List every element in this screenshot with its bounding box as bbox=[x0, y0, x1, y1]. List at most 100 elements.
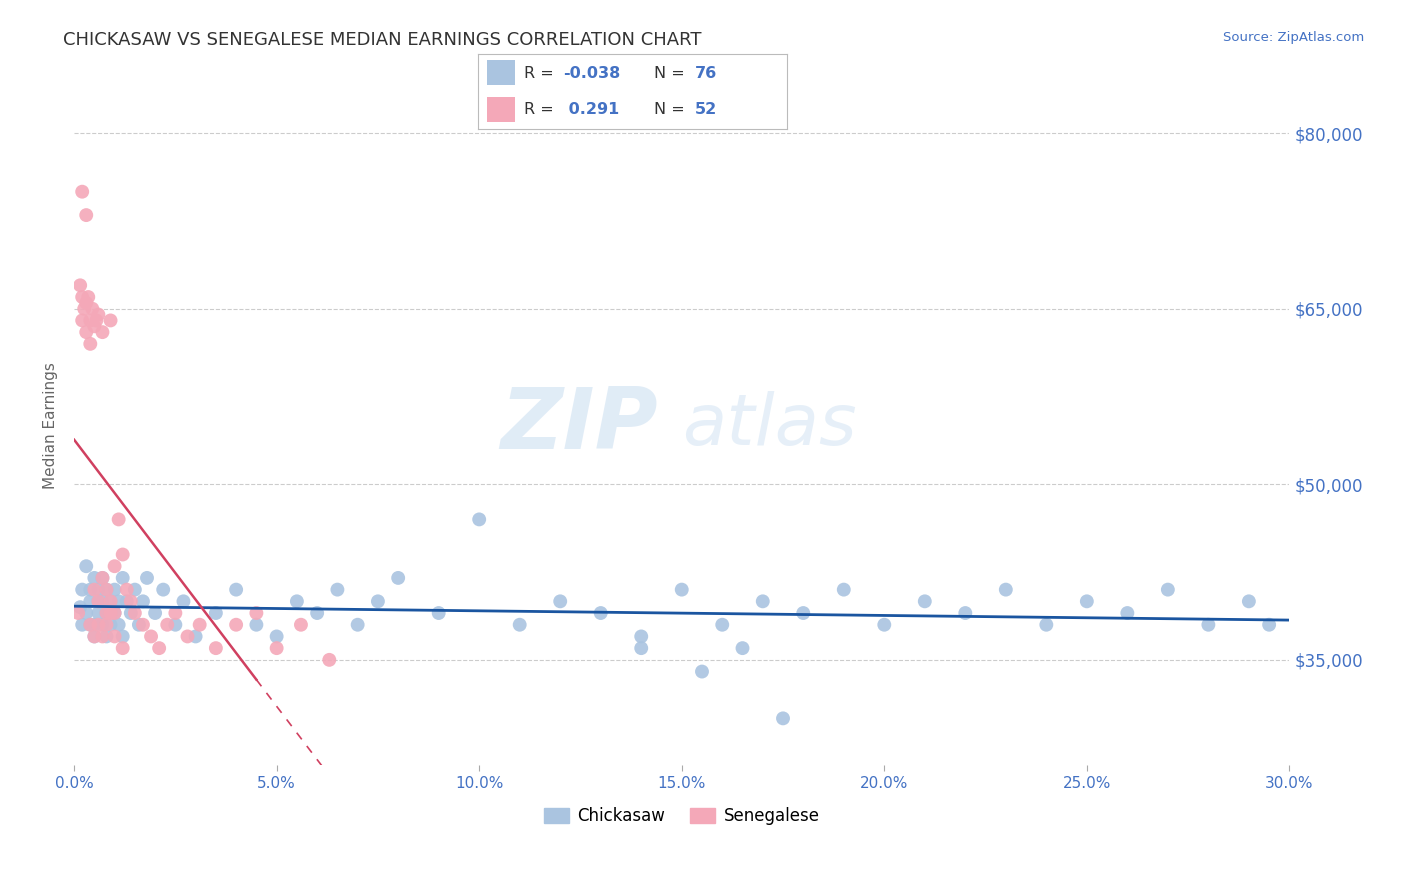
Point bbox=[630, 629, 652, 643]
Point bbox=[690, 665, 713, 679]
Text: -0.038: -0.038 bbox=[564, 66, 620, 81]
Point bbox=[172, 594, 194, 608]
Point bbox=[87, 582, 110, 597]
Point bbox=[83, 629, 105, 643]
Point bbox=[115, 582, 138, 597]
Point bbox=[87, 617, 110, 632]
Point bbox=[86, 313, 108, 327]
Text: R =: R = bbox=[524, 66, 560, 81]
Point bbox=[188, 617, 211, 632]
Point bbox=[75, 325, 97, 339]
Point bbox=[326, 582, 349, 597]
Point bbox=[132, 594, 155, 608]
Point bbox=[156, 617, 179, 632]
Point bbox=[245, 617, 267, 632]
Point bbox=[285, 594, 308, 608]
Point bbox=[427, 606, 450, 620]
Point bbox=[387, 571, 409, 585]
Point bbox=[205, 641, 228, 656]
Point bbox=[165, 617, 187, 632]
Point bbox=[225, 617, 247, 632]
Point bbox=[914, 594, 936, 608]
Point bbox=[152, 582, 174, 597]
Point bbox=[96, 606, 118, 620]
Point bbox=[468, 512, 491, 526]
Point bbox=[136, 571, 159, 585]
Point bbox=[75, 606, 97, 620]
Point bbox=[548, 594, 571, 608]
Text: N =: N = bbox=[654, 66, 690, 81]
Point bbox=[104, 606, 127, 620]
Point bbox=[79, 617, 101, 632]
Point bbox=[83, 319, 105, 334]
Point bbox=[79, 582, 101, 597]
Point bbox=[70, 617, 93, 632]
Point bbox=[82, 301, 104, 316]
Point bbox=[100, 594, 122, 608]
Text: CHICKASAW VS SENEGALESE MEDIAN EARNINGS CORRELATION CHART: CHICKASAW VS SENEGALESE MEDIAN EARNINGS … bbox=[63, 31, 702, 49]
Point bbox=[91, 571, 114, 585]
Point bbox=[111, 641, 134, 656]
Point bbox=[671, 582, 693, 597]
Point bbox=[104, 606, 127, 620]
Point bbox=[100, 313, 122, 327]
Point bbox=[266, 641, 288, 656]
Point bbox=[75, 559, 97, 574]
Text: Source: ZipAtlas.com: Source: ZipAtlas.com bbox=[1223, 31, 1364, 45]
Point bbox=[139, 629, 162, 643]
Point bbox=[70, 185, 93, 199]
Point bbox=[79, 313, 101, 327]
Point bbox=[87, 308, 110, 322]
Point bbox=[128, 617, 150, 632]
Point bbox=[83, 582, 105, 597]
Point bbox=[266, 629, 288, 643]
Point bbox=[792, 606, 814, 620]
Point bbox=[1076, 594, 1098, 608]
Bar bbox=[488, 61, 515, 86]
Bar bbox=[488, 96, 515, 122]
Point bbox=[70, 290, 93, 304]
Point bbox=[91, 325, 114, 339]
Point bbox=[104, 582, 127, 597]
Point bbox=[711, 617, 734, 632]
Point bbox=[75, 296, 97, 310]
Point bbox=[87, 594, 110, 608]
Point bbox=[630, 641, 652, 656]
Point bbox=[100, 617, 122, 632]
Point bbox=[752, 594, 775, 608]
Point bbox=[873, 617, 896, 632]
Point bbox=[79, 594, 101, 608]
Legend: Chickasaw, Senegalese: Chickasaw, Senegalese bbox=[537, 800, 827, 831]
Point bbox=[107, 512, 129, 526]
Point bbox=[69, 600, 91, 615]
Point bbox=[1157, 582, 1180, 597]
Point bbox=[83, 571, 105, 585]
Point bbox=[91, 594, 114, 608]
Point bbox=[1237, 594, 1260, 608]
Point bbox=[307, 606, 329, 620]
Point bbox=[367, 594, 389, 608]
Point bbox=[111, 629, 134, 643]
Point bbox=[225, 582, 247, 597]
Text: 0.291: 0.291 bbox=[564, 102, 620, 117]
Point bbox=[143, 606, 166, 620]
Point bbox=[96, 606, 118, 620]
Point bbox=[176, 629, 198, 643]
Point bbox=[107, 594, 129, 608]
Point bbox=[83, 617, 105, 632]
Point bbox=[955, 606, 977, 620]
Point bbox=[1197, 617, 1219, 632]
Point bbox=[1035, 617, 1057, 632]
Point bbox=[589, 606, 612, 620]
Point bbox=[69, 278, 91, 293]
Point bbox=[96, 629, 118, 643]
Point bbox=[832, 582, 855, 597]
Point bbox=[75, 208, 97, 222]
Point bbox=[104, 559, 127, 574]
Point bbox=[79, 336, 101, 351]
Point bbox=[70, 582, 93, 597]
Point bbox=[91, 629, 114, 643]
Point bbox=[509, 617, 531, 632]
Point bbox=[100, 594, 122, 608]
Point bbox=[1116, 606, 1139, 620]
